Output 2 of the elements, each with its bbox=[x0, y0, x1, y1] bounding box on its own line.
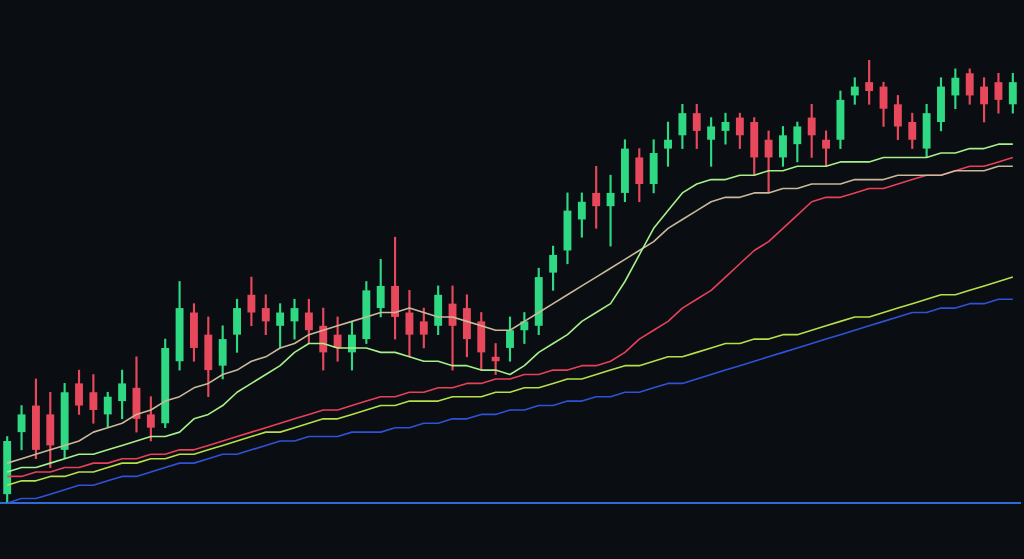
candlestick bbox=[606, 174, 615, 247]
candlestick bbox=[721, 112, 730, 145]
